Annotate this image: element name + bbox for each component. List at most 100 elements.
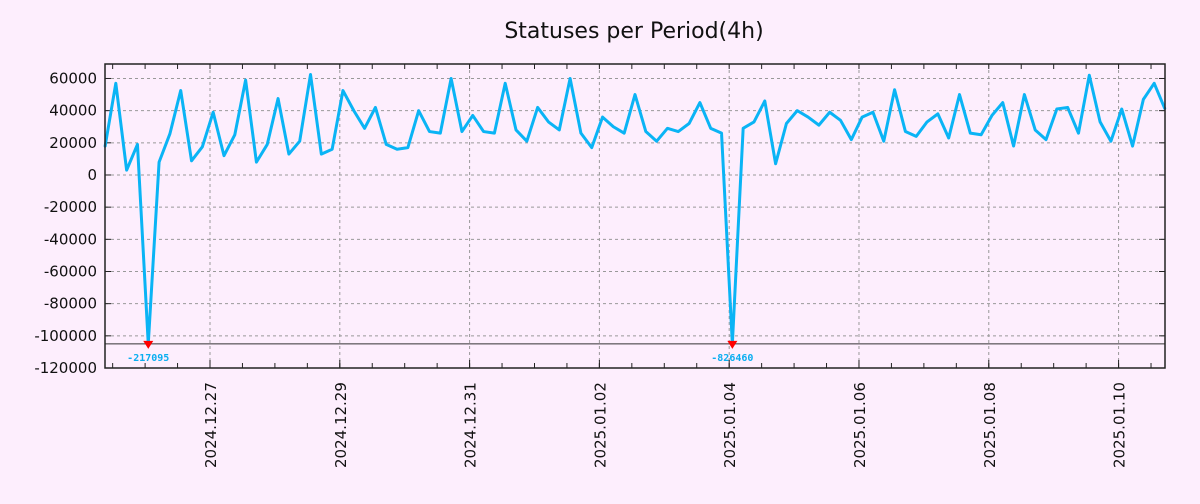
data-point [212, 111, 215, 114]
y-tick-label: -100000 [34, 327, 97, 345]
data-point [601, 116, 604, 119]
data-point [915, 135, 918, 138]
data-point [990, 114, 993, 117]
data-point [850, 138, 853, 141]
data-point [644, 130, 647, 133]
x-tick-label: 2024.12.27 [202, 382, 220, 468]
plot-frame [104, 63, 1166, 369]
data-point [688, 122, 691, 125]
data-point [579, 132, 582, 135]
y-tick-label: -80000 [44, 295, 97, 313]
y-tick-label: 0 [87, 166, 97, 184]
data-point [515, 128, 518, 131]
data-point [1012, 145, 1015, 148]
data-point [861, 116, 864, 119]
data-point [1131, 145, 1134, 148]
data-point [774, 162, 777, 165]
data-point [709, 127, 712, 130]
data-point [698, 101, 701, 104]
x-axis: 2024.12.27 2024.12.29 2024.12.31 2025.01.02… [112, 64, 1152, 468]
x-tick-label: 2025.01.04 [721, 382, 739, 468]
data-point [374, 106, 377, 109]
data-point [785, 122, 788, 125]
data-point [882, 140, 885, 143]
data-point [871, 111, 874, 114]
y-tick-label: 40000 [49, 102, 97, 120]
data-point [720, 132, 723, 135]
data-point [471, 114, 474, 117]
y-tick-label: 60000 [49, 69, 97, 87]
data-point [201, 145, 204, 148]
data-point [1034, 128, 1037, 131]
data-point [839, 119, 842, 122]
data-point [904, 130, 907, 133]
clipped-value-label: -826460 [711, 353, 753, 364]
data-point [742, 127, 745, 130]
data-point [525, 140, 528, 143]
data-point [439, 132, 442, 135]
data-point [569, 77, 572, 80]
data-point [1045, 138, 1048, 141]
data-point [428, 130, 431, 133]
data-point [352, 109, 355, 112]
data-point [536, 106, 539, 109]
data-point [612, 125, 615, 128]
x-tick-label: 2024.12.31 [462, 382, 480, 468]
data-point [266, 143, 269, 146]
data-point [655, 140, 658, 143]
data-point [763, 99, 766, 102]
data-point [1077, 132, 1080, 135]
data-point [233, 133, 236, 136]
data-point [320, 153, 323, 156]
data-point [1066, 106, 1069, 109]
data-point [926, 120, 929, 123]
data-point [385, 143, 388, 146]
data-point [222, 154, 225, 157]
data-point [482, 130, 485, 133]
data-point [1055, 108, 1058, 111]
data-point [1088, 74, 1091, 77]
data-point [634, 93, 636, 96]
data-point [417, 109, 420, 112]
data-point [341, 89, 344, 92]
x-tick-label: 2025.01.02 [591, 382, 609, 468]
y-axis: 60000 40000 20000 0 -20000 -40000 -60000 -80000… [34, 69, 1165, 377]
data-point [125, 169, 128, 172]
data-point [807, 116, 810, 119]
data-point [504, 82, 507, 85]
data-point [1001, 101, 1004, 104]
data-point [287, 153, 290, 156]
data-point [1142, 98, 1145, 101]
series: -217095 -826460 [103, 72, 1167, 364]
data-point [168, 132, 171, 135]
clip-marker [143, 340, 154, 349]
data-point [493, 132, 496, 135]
data-point [158, 161, 161, 164]
x-tick-label: 2025.01.08 [981, 382, 999, 468]
data-point [179, 89, 182, 92]
data-point [590, 146, 593, 149]
y-tick-label: -120000 [34, 359, 97, 377]
data-point [331, 148, 334, 151]
data-point [980, 133, 983, 136]
data-point [558, 128, 561, 131]
data-point [255, 161, 258, 164]
data-point [1023, 93, 1026, 96]
data-point [1120, 108, 1123, 111]
data-point [136, 143, 139, 146]
data-point [450, 77, 453, 80]
data-point [547, 120, 550, 123]
x-tick-label: 2025.01.06 [851, 382, 869, 468]
y-tick-label: -40000 [44, 230, 97, 248]
data-point [277, 97, 280, 100]
data-point [666, 127, 669, 130]
data-point [828, 111, 831, 114]
data-point [958, 93, 961, 96]
y-tick-label: 20000 [49, 134, 97, 152]
data-point [796, 109, 799, 112]
data-point [396, 148, 399, 151]
clipped-value-label: -217095 [127, 353, 169, 364]
data-point [893, 88, 896, 91]
data-point [363, 127, 366, 130]
